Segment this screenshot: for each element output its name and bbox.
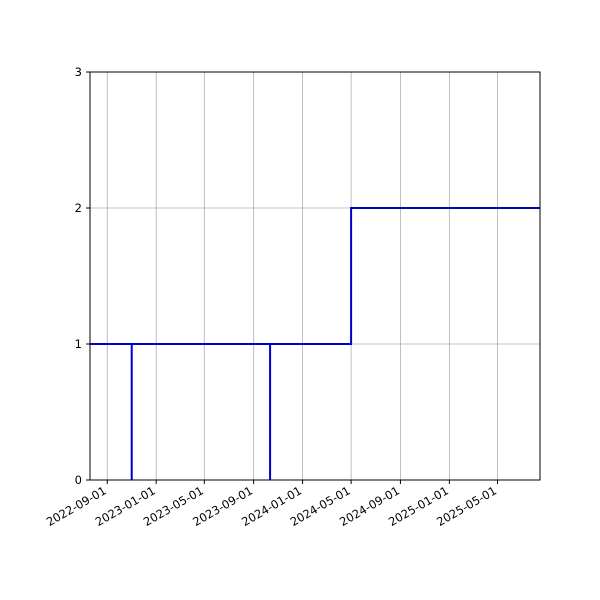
y-tick-label-1: 1 (75, 337, 82, 351)
y-tick-label-0: 0 (75, 473, 82, 487)
series-layer (90, 207, 540, 480)
y-tick-label-2: 2 (75, 201, 82, 215)
series-line-0 (90, 207, 540, 480)
plot-frame (89, 71, 541, 481)
y-tick-label-3: 3 (75, 65, 82, 79)
